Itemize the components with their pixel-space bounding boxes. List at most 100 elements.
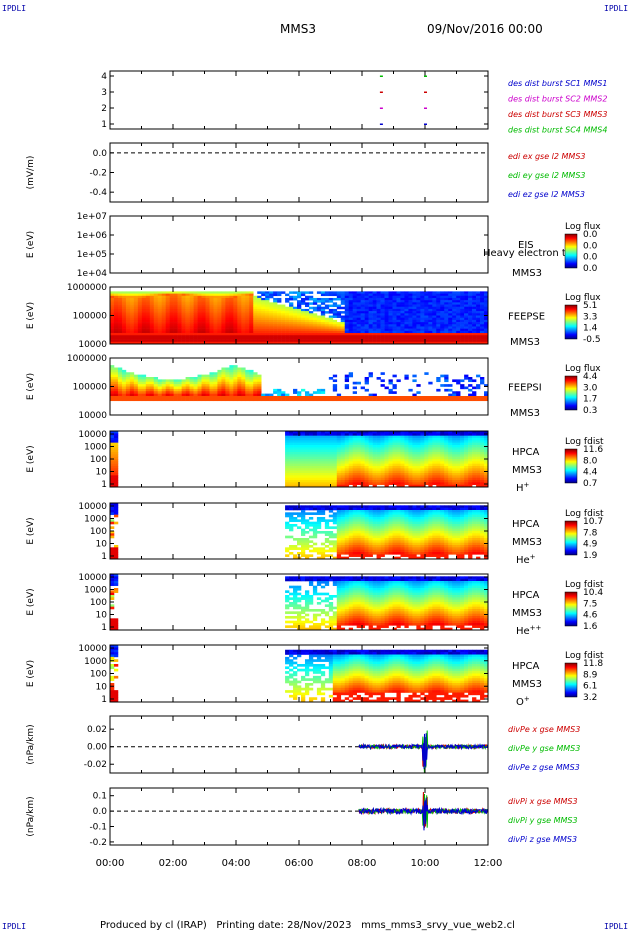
spectrogram-cell <box>225 330 230 334</box>
spectrogram-cell <box>332 302 338 305</box>
spectrogram-cell <box>460 386 465 390</box>
spectrogram-cell <box>273 319 278 323</box>
spectrogram-cell <box>428 341 433 345</box>
spectrogram-cell <box>153 315 159 318</box>
spectrogram-cell <box>117 291 123 294</box>
spectrogram-cell <box>189 384 194 387</box>
spectrogram-cell <box>110 512 115 515</box>
spectrogram-cell <box>460 484 465 488</box>
spectrogram-cell <box>285 433 290 436</box>
spectrogram-cell <box>165 391 170 394</box>
spectrogram-cell <box>312 454 318 457</box>
spectrogram-cell <box>428 433 433 436</box>
spectrogram-cell <box>169 339 174 343</box>
spectrogram-cell <box>388 533 393 536</box>
spectrogram-cell <box>332 384 338 387</box>
spectrogram-cell <box>110 433 115 436</box>
spectrogram-cell <box>364 524 369 527</box>
spectrogram-cell <box>201 388 206 392</box>
spectrogram-cell <box>396 330 401 334</box>
spectrogram-cell <box>320 480 326 483</box>
spectrogram-cell <box>324 322 330 325</box>
spectrogram-cell <box>297 447 302 450</box>
spectrogram-cell <box>420 328 425 332</box>
spectrogram-cell <box>205 337 210 340</box>
spectrogram-cell <box>328 454 334 457</box>
spectrogram-cell <box>181 337 186 340</box>
spectrogram-cell <box>320 319 326 323</box>
spectrogram-cell <box>368 528 373 532</box>
spectrogram-cell <box>289 313 294 316</box>
spectrogram-cell <box>372 337 377 340</box>
spectrogram-cell <box>281 291 286 294</box>
spectrogram-cell <box>464 386 469 390</box>
spectrogram-cell <box>113 328 119 332</box>
spectrogram-cell <box>110 503 115 506</box>
spectrogram-cell <box>153 306 159 310</box>
spectrogram-cell <box>356 549 361 553</box>
spectrogram-cell <box>312 459 318 462</box>
spectrogram-cell <box>388 540 393 543</box>
y-tick-label: 2 <box>101 104 107 114</box>
spectrogram-cell <box>476 431 481 434</box>
spectrogram-cell <box>173 330 178 334</box>
spectrogram-cell <box>320 547 326 550</box>
spectrogram-cell <box>304 526 310 529</box>
spectrogram-cell <box>169 300 174 303</box>
spectrogram-cell <box>420 477 425 481</box>
spectrogram-cell <box>444 306 449 310</box>
spectrogram-cell <box>460 295 465 299</box>
spectrogram-cell <box>225 319 230 323</box>
spectrogram-cell <box>472 293 477 297</box>
spectrogram-cell <box>201 391 206 394</box>
spectrogram-cell <box>368 468 373 471</box>
spectrogram-cell <box>416 468 421 471</box>
spectrogram-cell <box>472 463 477 467</box>
spectrogram-cell <box>364 377 369 380</box>
spectrogram-cell <box>472 475 477 478</box>
spectrogram-cell <box>145 311 151 314</box>
spectrogram-cell <box>285 461 290 464</box>
spectrogram-cell <box>344 556 350 560</box>
spectrogram-cell <box>285 524 290 527</box>
spectrogram-cell <box>113 442 119 446</box>
spectrogram-cell <box>376 517 381 520</box>
spectrogram-cell <box>225 391 230 394</box>
spectrogram-cell <box>249 311 254 314</box>
spectrogram-cell <box>324 461 330 464</box>
spectrogram-cell <box>420 482 425 485</box>
spectrogram-cell <box>396 433 401 436</box>
spectrogram-cell <box>468 306 473 310</box>
spectrogram-cell <box>189 379 194 383</box>
spectrogram-cell <box>117 396 123 399</box>
spectrogram-cell <box>320 505 326 508</box>
spectrogram-cell <box>110 308 115 312</box>
spectrogram-cell <box>340 545 346 548</box>
spectrogram-cell <box>380 445 385 448</box>
spectrogram-cell <box>209 333 214 336</box>
y-tick-label: 10000 <box>78 430 107 440</box>
spectrogram-cell <box>245 293 250 297</box>
spectrogram-cell <box>110 339 115 343</box>
spectrogram-cell <box>137 306 143 310</box>
spectrogram-cell <box>396 379 401 383</box>
spectrogram-cell <box>328 554 334 557</box>
spectrogram-cell <box>380 326 385 329</box>
spectrogram-cell <box>468 480 473 483</box>
spectrogram-cell <box>221 315 226 318</box>
spectrogram-cell <box>472 291 477 294</box>
spectrogram-cell <box>348 552 354 555</box>
spectrogram-cell <box>340 468 346 471</box>
spectrogram-cell <box>428 470 433 474</box>
spectrogram-cell <box>364 311 369 314</box>
spectrogram-cell <box>193 388 198 392</box>
spectrogram-cell <box>193 393 198 397</box>
spectrogram-cell <box>372 552 377 555</box>
spectrogram-cell <box>344 398 350 402</box>
spectrogram-cell <box>412 433 417 436</box>
spectrogram-cell <box>396 306 401 310</box>
spectrogram-cell <box>324 304 330 308</box>
spectrogram-cell <box>300 330 306 334</box>
spectrogram-cell <box>340 335 346 338</box>
spectrogram-cell <box>253 384 258 387</box>
